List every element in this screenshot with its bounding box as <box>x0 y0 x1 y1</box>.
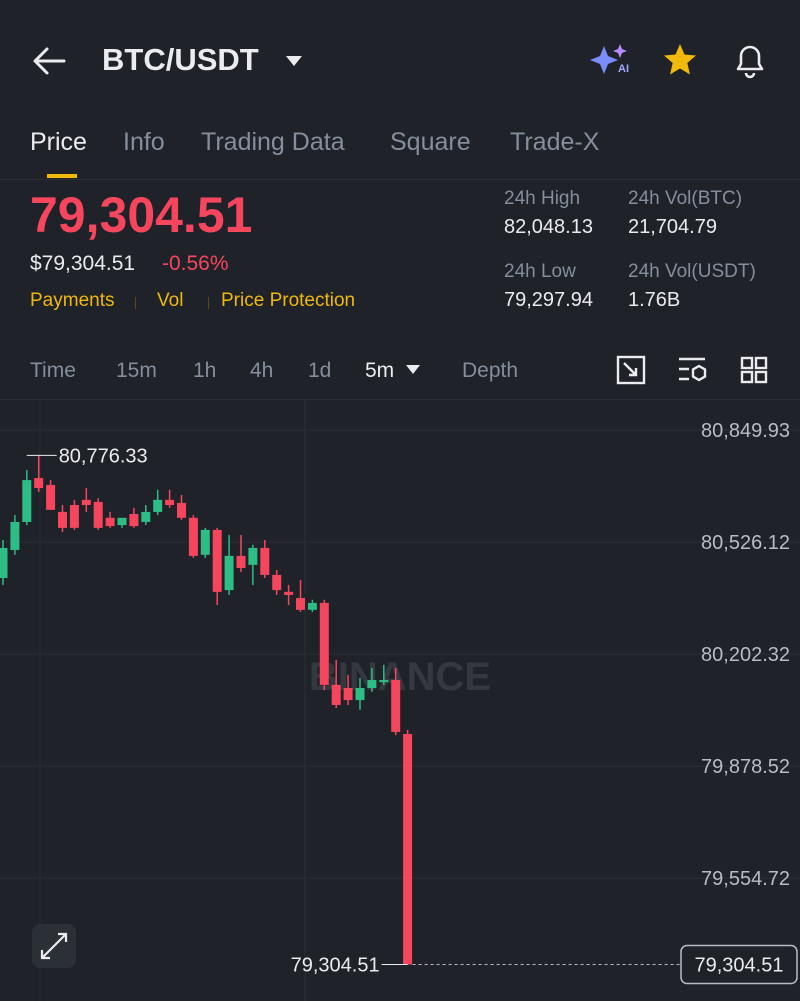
annotation-label: 80,776.33 <box>59 445 148 467</box>
divider <box>0 179 800 180</box>
interval[interactable]: 1d <box>308 359 332 382</box>
ai-icon[interactable]: AI <box>590 42 634 78</box>
candle-body <box>200 529 210 555</box>
candle-body <box>0 547 8 578</box>
candle-body <box>188 517 198 556</box>
stat-value: 21,704.79 <box>628 216 717 238</box>
candle-body <box>105 517 115 527</box>
usd-price: $79,304.51 <box>30 252 136 275</box>
last-price-box <box>680 944 798 985</box>
interval[interactable]: 4h <box>250 359 274 382</box>
candle-body <box>58 511 67 528</box>
candle-body <box>236 555 246 568</box>
candle-body <box>391 680 401 732</box>
tab[interactable]: Square <box>390 128 471 156</box>
y-tick-label: 80,526.12 <box>701 532 790 554</box>
candle-body <box>212 529 222 592</box>
stat-value: 82,048.13 <box>504 216 593 238</box>
stat-value: 79,297.94 <box>504 289 593 311</box>
candle-body <box>141 511 151 522</box>
notification-icon[interactable] <box>732 40 768 80</box>
last-price: 79,304.51 <box>30 187 253 243</box>
pair-title[interactable]: BTC/USDT <box>102 42 259 77</box>
candlestick-chart: BINANCE 80,849.9380,526.1280,202.3279,87… <box>0 400 800 1001</box>
annotation-label: 79,304.51 <box>291 955 380 977</box>
divider <box>0 399 800 400</box>
y-tick-label: 80,202.32 <box>701 644 790 666</box>
candle-body <box>81 499 91 506</box>
candle-body <box>165 499 175 506</box>
separator <box>135 297 136 309</box>
candle-body <box>296 598 305 610</box>
stat-label: 24h Vol(USDT) <box>628 261 756 282</box>
candle-body <box>403 734 413 965</box>
tab[interactable]: Price <box>30 128 87 156</box>
candle-body <box>153 499 163 512</box>
price-change: -0.56% <box>162 252 229 275</box>
tab[interactable]: Trading Data <box>201 128 345 156</box>
settings-icon[interactable] <box>677 355 709 385</box>
interval[interactable]: Depth <box>462 359 519 382</box>
candle-body <box>10 521 20 550</box>
candle-body <box>22 480 32 522</box>
last-price-label: 79,304.51 <box>695 955 784 977</box>
candle-body <box>129 514 139 527</box>
interval[interactable]: 5m <box>365 359 395 382</box>
interval-dropdown[interactable] <box>405 364 421 376</box>
candle-body <box>355 687 365 701</box>
tag[interactable]: Payments <box>30 290 115 311</box>
candle-body <box>46 484 56 510</box>
interval[interactable]: 1h <box>193 359 217 382</box>
stat-label: 24h Low <box>504 261 576 282</box>
stat-label: 24h High <box>504 188 581 209</box>
separator <box>208 297 209 309</box>
stat-label: 24h Vol(BTC) <box>628 188 743 209</box>
candle-body <box>248 547 258 565</box>
tab-indicator <box>47 174 77 178</box>
y-tick-label: 80,849.93 <box>701 420 790 442</box>
candle-body <box>224 555 234 591</box>
candle-body <box>117 517 127 526</box>
candle-body <box>34 478 44 489</box>
candle-body <box>69 505 79 528</box>
stat-value: 1.76B <box>628 289 681 311</box>
candle-body <box>367 680 377 688</box>
candle-body <box>379 680 389 683</box>
candle-body <box>177 502 186 518</box>
y-tick-label: 79,554.72 <box>701 868 790 890</box>
layout-icon[interactable] <box>740 356 768 384</box>
favorite-icon[interactable] <box>662 42 698 78</box>
ai-label: AI <box>618 63 629 75</box>
interval[interactable]: Time <box>30 359 76 382</box>
candle-body <box>307 602 317 610</box>
candle-body <box>93 501 103 528</box>
pair-dropdown[interactable] <box>284 54 304 68</box>
tab[interactable]: Trade-X <box>510 128 600 156</box>
candle-body <box>284 591 294 595</box>
tab[interactable]: Info <box>123 128 165 156</box>
candle-body <box>343 687 353 701</box>
candle-body <box>331 684 341 705</box>
y-tick-label: 79,878.52 <box>701 756 790 778</box>
candle-body <box>272 574 282 591</box>
back-button[interactable] <box>30 44 68 78</box>
tag[interactable]: Price Protection <box>221 290 356 311</box>
interval[interactable]: 15m <box>116 359 157 382</box>
expand-button[interactable] <box>32 924 76 968</box>
tag[interactable]: Vol <box>157 290 184 311</box>
candle-body <box>260 547 270 575</box>
candle-body <box>319 602 329 685</box>
indicator-icon[interactable] <box>616 355 646 385</box>
